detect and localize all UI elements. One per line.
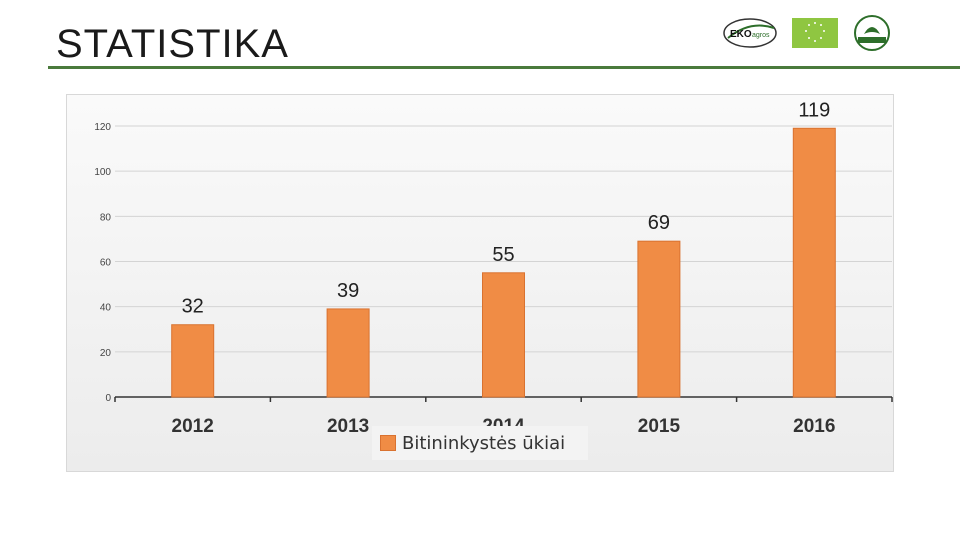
bar xyxy=(637,240,681,398)
bar xyxy=(171,324,215,398)
data-label: 119 xyxy=(798,99,830,121)
y-tick-label: 0 xyxy=(105,393,111,404)
gridlines xyxy=(115,125,892,353)
bar xyxy=(326,308,370,398)
logo-strip: EKO agros xyxy=(723,15,890,51)
x-tick-label: 2015 xyxy=(638,416,681,437)
x-tick-label: 2012 xyxy=(172,416,214,437)
title-divider xyxy=(48,66,960,69)
data-label: 39 xyxy=(337,280,359,302)
x-tick-label: 2013 xyxy=(327,416,369,437)
green-certification-logo xyxy=(854,15,890,51)
bars xyxy=(171,127,836,398)
y-tick-label: 100 xyxy=(94,167,111,178)
data-label: 69 xyxy=(648,212,670,234)
eu-organic-leaf-logo xyxy=(792,18,838,48)
y-tick-label: 120 xyxy=(94,122,111,133)
chart-panel xyxy=(66,94,894,472)
svg-text:agros: agros xyxy=(752,32,770,39)
data-label: 32 xyxy=(182,296,204,318)
x-tick-label: 2016 xyxy=(793,416,835,437)
legend-label: Bitininkystės ūkiai xyxy=(402,432,566,454)
bar xyxy=(482,272,525,398)
y-tick-label: 60 xyxy=(100,258,112,269)
bar xyxy=(792,127,836,398)
page-title: STATISTIKA xyxy=(56,22,289,66)
chart-legend: Bitininkystės ūkiai xyxy=(372,426,588,460)
ekoagros-logo: EKO agros xyxy=(723,18,777,48)
legend-swatch xyxy=(380,435,396,451)
svg-text:EKO: EKO xyxy=(730,29,752,40)
data-labels: 32 39 55 69 119 xyxy=(182,99,831,317)
y-tick-label: 40 xyxy=(100,303,112,314)
y-tick-label: 80 xyxy=(100,212,112,223)
axes: 02040608010012020122013201420152016 xyxy=(94,122,893,437)
y-tick-label: 20 xyxy=(100,348,112,359)
data-label: 55 xyxy=(492,244,514,266)
